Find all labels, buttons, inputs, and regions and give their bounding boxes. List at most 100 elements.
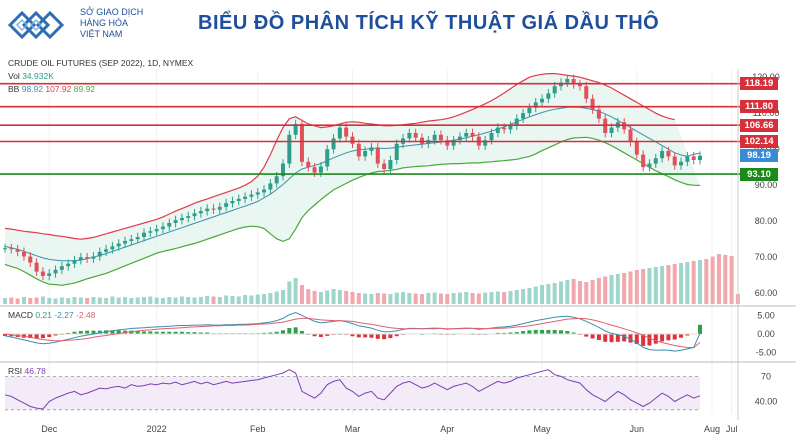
macd-histogram-bar	[546, 329, 551, 334]
price-tick-label: 100.00	[752, 144, 780, 154]
date-tick-label: Mar	[345, 424, 361, 434]
volume-bar	[287, 281, 292, 304]
volume-bar	[337, 290, 342, 304]
volume-bar	[388, 294, 393, 304]
volume-bar	[198, 297, 203, 304]
volume-bar	[3, 298, 7, 304]
macd-histogram-bar	[603, 334, 608, 342]
price-tick-label: 60.00	[755, 288, 778, 298]
candle-body	[217, 206, 222, 210]
candle-body	[142, 232, 146, 238]
candle-body	[224, 203, 229, 207]
candle-body	[34, 262, 39, 272]
volume-bar	[299, 285, 304, 304]
volume-bar	[407, 293, 412, 304]
volume-bar	[274, 291, 279, 304]
date-tick-label: May	[534, 424, 552, 434]
volume-bar	[420, 294, 424, 304]
volume-bar	[565, 280, 570, 304]
candle-body	[508, 125, 513, 130]
candle-body	[685, 156, 690, 162]
macd-histogram-bar	[85, 330, 90, 334]
macd-histogram-bar	[666, 334, 671, 341]
volume-bar	[148, 296, 153, 304]
candle-body	[59, 266, 64, 270]
volume-bar	[540, 285, 545, 304]
macd-histogram-bar	[565, 331, 570, 334]
candle-body	[641, 154, 646, 168]
last-price-tag: 98.19	[740, 149, 778, 163]
volume-bar	[476, 293, 481, 304]
volume-bar	[243, 295, 248, 304]
candle-body	[91, 256, 96, 259]
candle-body	[521, 113, 526, 119]
candle-body	[116, 243, 121, 247]
volume-bar	[59, 297, 64, 304]
volume-bar	[729, 256, 734, 304]
volume-bar	[224, 295, 229, 304]
macd-histogram-bar	[679, 334, 684, 338]
volume-bar	[552, 283, 557, 304]
volume-bar	[470, 293, 475, 304]
candle-body	[451, 140, 456, 146]
candle-body	[40, 271, 45, 276]
candle-body	[344, 127, 349, 137]
volume-bar	[527, 288, 532, 304]
macd-histogram-bar	[179, 331, 184, 334]
macd-histogram-bar	[363, 334, 368, 338]
price-chart: 120.00110.00100.0090.0080.0070.0060.005.…	[0, 50, 796, 446]
macd-histogram-bar	[192, 332, 197, 334]
macd-value: 0.21	[35, 310, 52, 320]
volume-bar	[15, 298, 20, 304]
bb-mid-value: 98.92	[21, 84, 43, 94]
macd-histogram-bar	[350, 334, 355, 337]
macd-histogram-bar	[268, 332, 273, 334]
volume-bar	[401, 292, 406, 304]
candle-body	[584, 86, 589, 99]
candle-body	[628, 129, 633, 142]
volume-bar	[609, 275, 614, 304]
macd-histogram-bar	[274, 331, 279, 334]
volume-bar	[723, 255, 728, 304]
resistance-tag-118: 118.19	[740, 77, 778, 91]
candle-body	[394, 143, 399, 160]
macd-histogram-bar	[685, 334, 690, 336]
bb-lower-line	[4, 136, 701, 286]
exchange-logo-icon	[8, 10, 65, 40]
candle-body	[679, 161, 684, 166]
candle-body	[53, 269, 58, 274]
macd-tick-label: 5.00	[757, 310, 775, 320]
volume-bar	[97, 297, 102, 304]
macd-panel	[3, 311, 702, 352]
price-candles	[3, 74, 702, 281]
volume-bar	[9, 297, 14, 304]
candle-body	[634, 142, 639, 155]
candle-body	[438, 134, 443, 141]
macd-histogram-bar	[533, 329, 538, 334]
volume-bar	[350, 292, 355, 304]
macd-histogram-bar	[495, 332, 500, 334]
macd-histogram-bar	[299, 331, 304, 334]
volume-bar	[363, 293, 368, 304]
candle-body	[325, 149, 330, 167]
volume-bar	[179, 296, 184, 304]
volume-bar	[634, 270, 639, 304]
macd-legend: MACD 0.21 -2.27 -2.48	[8, 310, 95, 320]
volume-bar	[647, 268, 652, 304]
candle-body	[369, 147, 374, 151]
candle-body	[205, 208, 210, 212]
rsi-legend: RSI 46.78	[8, 366, 46, 376]
macd-histogram-bar	[641, 334, 646, 346]
macd-histogram-bar	[552, 329, 557, 334]
volume-bar	[104, 298, 109, 304]
volume-bar	[160, 298, 165, 304]
resistance-tag-106: 106.66	[740, 118, 778, 132]
macd-histogram-bar	[559, 330, 563, 334]
candle-body	[3, 248, 7, 250]
volume-bar	[293, 278, 298, 304]
candle-body	[262, 189, 267, 193]
price-tick-label: 80.00	[755, 216, 778, 226]
volume-bar	[413, 293, 418, 304]
volume-bar	[641, 269, 646, 304]
macd-histogram-bar	[514, 332, 519, 334]
